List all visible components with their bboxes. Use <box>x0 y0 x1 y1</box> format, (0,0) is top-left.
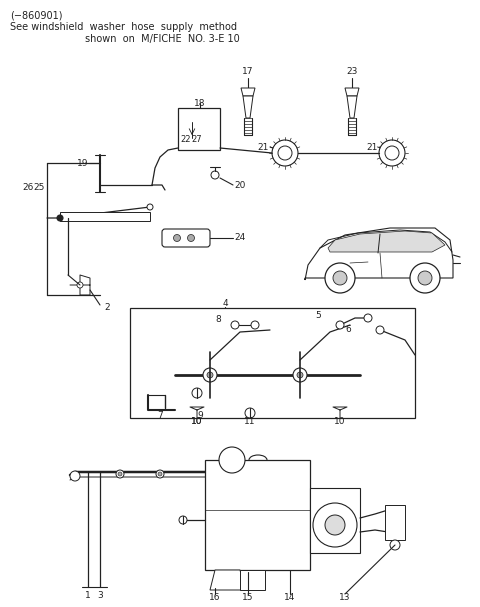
Circle shape <box>297 372 303 378</box>
Circle shape <box>207 372 213 378</box>
Circle shape <box>386 528 394 536</box>
Circle shape <box>278 146 292 160</box>
Circle shape <box>386 506 394 514</box>
Bar <box>178 108 220 150</box>
Circle shape <box>156 470 164 478</box>
Circle shape <box>364 314 372 322</box>
Text: 24: 24 <box>234 234 246 243</box>
Text: 25: 25 <box>33 183 45 192</box>
Circle shape <box>77 282 83 288</box>
Circle shape <box>245 408 255 418</box>
Circle shape <box>192 388 202 398</box>
Circle shape <box>333 271 347 285</box>
Text: 21: 21 <box>257 143 269 152</box>
Text: 27: 27 <box>192 135 202 144</box>
Polygon shape <box>241 88 255 96</box>
Circle shape <box>147 204 153 210</box>
FancyBboxPatch shape <box>162 229 210 247</box>
Circle shape <box>336 321 344 329</box>
Circle shape <box>70 471 80 481</box>
Circle shape <box>390 540 400 550</box>
Circle shape <box>251 321 259 329</box>
Text: 19: 19 <box>77 158 89 168</box>
Circle shape <box>116 470 124 478</box>
Circle shape <box>57 215 63 221</box>
Text: 21: 21 <box>366 143 378 152</box>
Text: 17: 17 <box>242 67 254 76</box>
Circle shape <box>158 472 162 476</box>
Polygon shape <box>210 570 245 590</box>
Text: 7: 7 <box>157 410 163 419</box>
Text: 23: 23 <box>346 67 358 76</box>
Text: 26: 26 <box>22 183 34 192</box>
Circle shape <box>272 140 298 166</box>
Text: 22: 22 <box>181 135 191 144</box>
Circle shape <box>203 368 217 382</box>
Circle shape <box>385 146 399 160</box>
Bar <box>310 488 360 553</box>
Text: 10: 10 <box>334 418 346 427</box>
Text: 18: 18 <box>194 98 206 107</box>
Text: 1: 1 <box>85 591 91 600</box>
Circle shape <box>231 321 239 329</box>
Circle shape <box>211 171 219 179</box>
Text: 10: 10 <box>191 418 203 427</box>
Text: 14: 14 <box>284 594 296 603</box>
Circle shape <box>179 516 187 524</box>
Polygon shape <box>347 96 357 118</box>
Circle shape <box>325 515 345 535</box>
Circle shape <box>118 472 122 476</box>
Text: shown  on  M/FICHE  NO. 3-E 10: shown on M/FICHE NO. 3-E 10 <box>10 34 240 44</box>
Bar <box>385 505 405 540</box>
Text: 10: 10 <box>191 418 203 427</box>
Text: 5: 5 <box>315 311 321 320</box>
Circle shape <box>379 140 405 166</box>
Polygon shape <box>345 88 359 96</box>
Text: 15: 15 <box>242 594 254 603</box>
Circle shape <box>173 234 180 242</box>
Text: (−860901): (−860901) <box>10 10 62 20</box>
Text: 8: 8 <box>215 316 221 325</box>
Text: 13: 13 <box>339 594 351 603</box>
Polygon shape <box>328 231 445 252</box>
Bar <box>130 308 415 418</box>
Ellipse shape <box>249 455 267 465</box>
Text: 9: 9 <box>197 410 203 419</box>
Polygon shape <box>305 228 453 280</box>
Text: 16: 16 <box>209 594 221 603</box>
Text: 3: 3 <box>97 591 103 600</box>
Text: 11: 11 <box>244 418 256 427</box>
Bar <box>60 212 150 221</box>
Bar <box>205 460 310 570</box>
Circle shape <box>376 326 384 334</box>
Text: See windshield  washer  hose  supply  method: See windshield washer hose supply method <box>10 22 237 32</box>
Circle shape <box>313 503 357 547</box>
Circle shape <box>418 271 432 285</box>
Circle shape <box>410 263 440 293</box>
Text: 20: 20 <box>234 180 246 189</box>
Circle shape <box>325 263 355 293</box>
Text: 4: 4 <box>222 299 228 308</box>
Polygon shape <box>240 570 265 590</box>
Text: 6: 6 <box>345 325 351 334</box>
Circle shape <box>293 368 307 382</box>
Circle shape <box>219 447 245 473</box>
Polygon shape <box>243 96 253 118</box>
Text: 2: 2 <box>104 302 110 311</box>
Circle shape <box>188 234 194 242</box>
